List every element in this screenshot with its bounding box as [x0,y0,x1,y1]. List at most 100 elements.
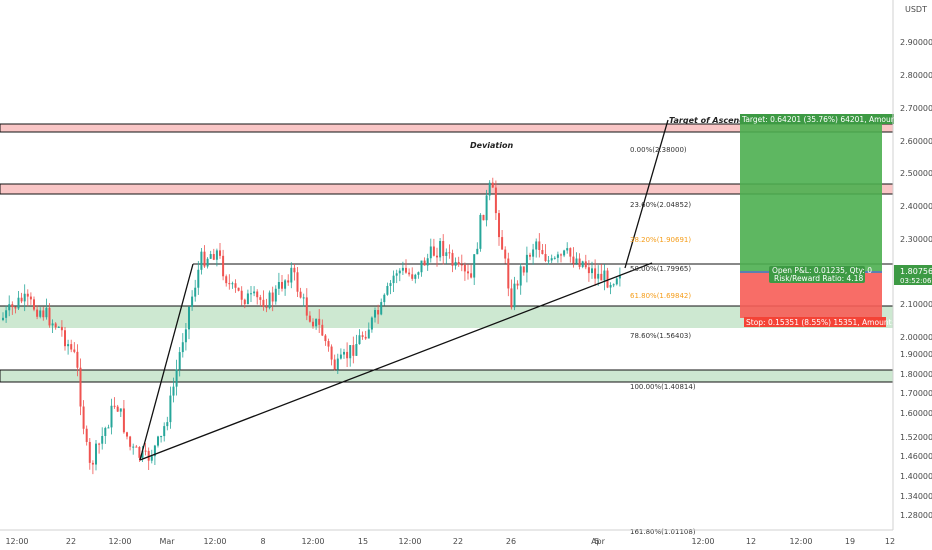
candle-body [426,258,429,266]
candle-body [14,307,17,309]
candle-body [367,329,370,339]
candle-body [209,254,212,259]
fib-level-786: 78.60%(1.56403) [630,332,691,340]
candle-body [609,285,612,288]
candle-body [305,297,308,316]
price-tick-label: 1.70000 [900,389,932,398]
candle-body [522,266,525,273]
candle-body [318,318,321,325]
candle-body [271,292,274,302]
candle-body [64,330,66,347]
candle-body [73,349,76,352]
candle-body [172,386,175,396]
candle-body [600,273,603,281]
candle-body [392,275,395,284]
candle-body [126,432,128,437]
candle-body [535,241,538,250]
candle-body [591,268,593,274]
candle-body [33,299,35,310]
price-tick-label: 2.90000 [900,38,932,47]
fib-level-382: 38.20%(1.90691) [630,236,691,244]
candle-body [160,436,163,438]
pnl-box [769,266,865,283]
price-tick-label: 2.60000 [900,137,932,146]
price-tick-label: 1.40000 [900,472,932,481]
candle-body [302,297,305,299]
candle-body [246,293,249,305]
candle-body [405,267,407,273]
candle-body [364,336,367,339]
candle-body [380,302,383,315]
current-price-value: 1.80756 [900,267,932,276]
candle-body [491,182,494,188]
candle-body [488,182,491,196]
candle-body [587,267,590,274]
candle-body [504,249,507,259]
candle-body [203,251,206,267]
candle-body [116,406,119,412]
candle-body [250,293,252,295]
candle-body [122,408,125,433]
candle-body [333,359,336,370]
candle-body [510,288,513,308]
candle-body [339,354,342,359]
price-tick-label: 1.34000 [900,492,932,501]
candle-body [222,255,225,277]
candle-body [70,344,73,350]
candle-body [470,273,473,278]
candle-body [150,456,153,461]
candlesticks [2,177,621,475]
candle-body [82,406,85,429]
time-tick-label: 22 [453,537,463,546]
price-tick-label: 1.90000 [900,350,932,359]
candle-body [374,310,376,318]
long-position-tool[interactable]: Target: 0.64201 (35.76%) 64201, Amount: … [740,114,908,327]
candle-body [85,428,88,442]
time-tick-label: Mar [159,537,175,546]
price-axis[interactable]: 2.90000 2.80000 2.70000 2.60000 2.50000 2.400… [892,0,932,550]
time-axis[interactable]: 12:00 22 12:00 Mar 12:00 8 12:00 15 12:00 22 26 Apr… [0,529,895,546]
candle-body [188,306,190,330]
price-tick-label: 2.70000 [900,104,932,113]
candle-body [525,254,528,273]
candle-body [157,436,159,446]
candle-body [581,261,584,267]
candle-body [324,335,327,342]
candle-body [5,310,8,318]
candle-body [42,310,45,318]
profit-area [740,116,882,272]
candle-body [234,283,237,288]
candle-body [119,408,122,412]
fib-level-100: 100.00%(1.40814) [630,383,696,391]
target-label-box [740,114,894,124]
candle-body [36,309,39,317]
candle-body [76,351,79,368]
candle-body [439,241,442,258]
target-text: Target: 0.64201 (35.76%) 64201, Amount: … [741,115,908,124]
candle-body [501,237,504,250]
candle-body [547,260,550,262]
candle-body [184,329,187,343]
candle-body [88,441,91,463]
candle-body [274,288,277,302]
candle-body [423,260,426,266]
candle-body [144,450,147,452]
candle-body [411,274,414,279]
time-tick-label: 26 [506,537,516,546]
candle-body [516,283,519,286]
candle-body [293,267,296,273]
candle-body [460,264,463,266]
candle-body [191,296,194,307]
candle-body [361,335,364,337]
candle-body [454,261,457,266]
price-tick-label: 1.46000 [900,452,932,461]
price-tick-label: 1.80000 [900,370,932,379]
candle-body [358,335,361,345]
candle-body [327,341,330,347]
time-tick-label: Apr [591,537,606,546]
candle-body [389,283,392,286]
candle-body [414,274,417,279]
demand-zone-main [0,306,893,328]
candle-body [169,395,172,423]
